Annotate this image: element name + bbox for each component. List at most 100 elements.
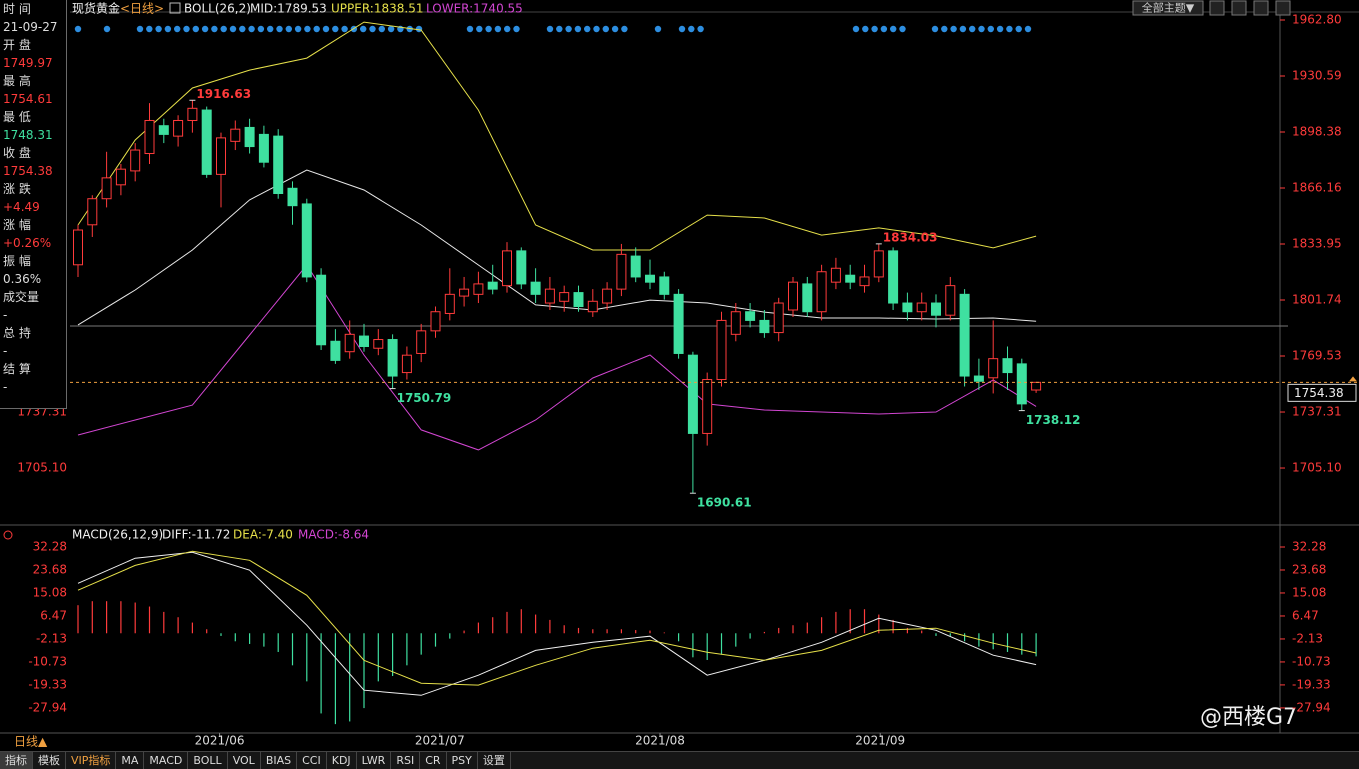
period-label: <日线> [120,2,164,16]
signal-dot [996,25,1004,33]
signal-dot [1024,25,1032,33]
candle-body [101,177,112,200]
signal-dot [276,25,283,33]
candle-body [845,274,856,283]
value: +0.26% [3,236,52,250]
label: 开 盘 [3,38,31,52]
candle-body [487,281,498,290]
label: 涨 跌 [3,182,31,196]
toolbar-tab[interactable]: MA [116,752,145,769]
candle-body [759,319,770,334]
signal-dot [978,25,985,33]
value: +4.49 [3,200,40,214]
window-button[interactable] [1231,0,1247,16]
signal-dot [136,25,144,33]
toolbar-tab[interactable]: RSI [391,752,421,769]
toolbar-tab[interactable]: 指标 [0,752,33,769]
macd-title: MACD(26,12,9) [72,528,163,542]
toolbar-tab[interactable]: KDJ [327,752,357,769]
candle-body [401,354,412,374]
candle-body [1016,363,1027,405]
candle-body [830,267,841,283]
y-tick-label: -27.94 [1292,700,1331,714]
toolbar-tab[interactable]: CR [420,752,447,769]
candle-body [373,339,384,349]
signal-dot [504,25,511,33]
last-price-label: 1754.38 [1294,386,1344,400]
indicator-icon[interactable] [169,2,181,14]
candle-body [516,250,527,285]
signal-dot [987,25,994,33]
candle-body [416,330,427,354]
signal-dot [556,25,563,33]
candle-body [73,229,83,266]
candle-body [430,311,441,332]
signal-dot [211,25,218,33]
toolbar-tab[interactable]: VIP指标 [66,752,117,769]
indicator-line [77,550,1037,686]
candle-body [387,339,398,377]
y-tick-label: 6.47 [1292,608,1319,622]
candle-body [1002,358,1013,374]
legend-diff: DIFF:-11.72 [162,528,230,542]
toolbar-tab[interactable]: LWR [357,752,392,769]
y-tick-label: 1833.95 [1292,237,1342,251]
toolbar-tab[interactable]: BIAS [261,752,298,769]
signal-dot [574,25,582,33]
toolbar-tab[interactable]: MACD [144,752,189,769]
x-tick-label: 2021/06 [195,734,245,748]
signal-dot [654,25,662,33]
signal-dot [611,25,619,33]
candle-body [945,285,956,316]
candle-body [973,375,984,382]
label: 最 低 [3,110,31,124]
signal-dot [415,25,423,33]
toolbar-tab[interactable]: 设置 [478,752,511,769]
extreme-label: 1738.12 [1026,413,1081,427]
candle-body [931,302,941,316]
toolbar-tab[interactable]: BOLL [188,752,228,769]
x-tick-label: 2021/09 [855,734,905,748]
window-button[interactable] [1209,0,1225,16]
signal-dot [678,25,686,33]
y-tick-label: 1801.74 [1292,293,1342,307]
signal-dot [103,25,111,33]
y-tick-label: 1705.10 [17,461,67,475]
legend-upper: UPPER:1838.51 [331,2,423,16]
candle-body [330,340,341,361]
period-switch[interactable]: 日线▲ [14,735,48,749]
toolbar-tab[interactable]: 模板 [33,752,66,769]
value: 1754.38 [3,164,53,178]
candle-body [230,128,241,142]
toolbar-tab[interactable]: CCI [297,752,327,769]
candle-body [802,283,813,313]
watermark: @西楼G7 [1200,705,1297,730]
y-tick-label: 23.68 [33,562,67,576]
extreme-label: 1834.03 [883,230,938,244]
y-tick-label: -19.33 [28,677,67,691]
signal-dot [969,25,976,33]
signal-dot [174,25,181,33]
candle-body [273,135,284,195]
candle-body [745,311,756,321]
indicator-dot[interactable] [3,530,13,540]
candle-body [702,379,713,434]
candle-body [344,333,355,353]
signal-dot [192,25,199,33]
y-tick-label: -10.73 [28,654,67,668]
signal-dot [1006,25,1013,33]
window-button[interactable] [1253,0,1269,16]
toolbar-tab[interactable]: PSY [447,752,478,769]
signal-dot [267,25,274,33]
signal-dot [304,25,311,33]
candle-body [573,292,584,308]
candle-body [959,293,970,377]
signal-dot [546,25,554,33]
theme-button[interactable] [1132,0,1204,16]
candle-body [201,109,212,175]
signal-dot [164,25,172,33]
extreme-label: 1690.61 [697,496,752,510]
candle-body [1031,381,1042,391]
toolbar-tab[interactable]: VOL [228,752,261,769]
window-button[interactable] [1275,0,1291,16]
